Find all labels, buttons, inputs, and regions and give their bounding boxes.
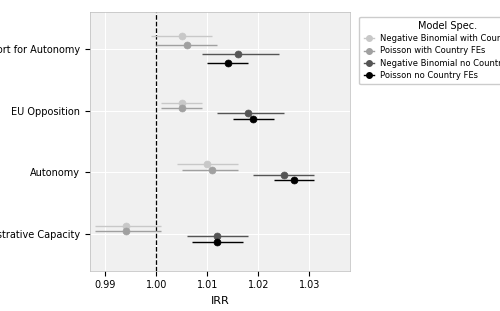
Legend: Negative Binomial with Country FEs, Poisson with Country FEs, Negative Binomial : Negative Binomial with Country FEs, Pois… xyxy=(360,16,500,84)
X-axis label: IRR: IRR xyxy=(210,296,230,306)
